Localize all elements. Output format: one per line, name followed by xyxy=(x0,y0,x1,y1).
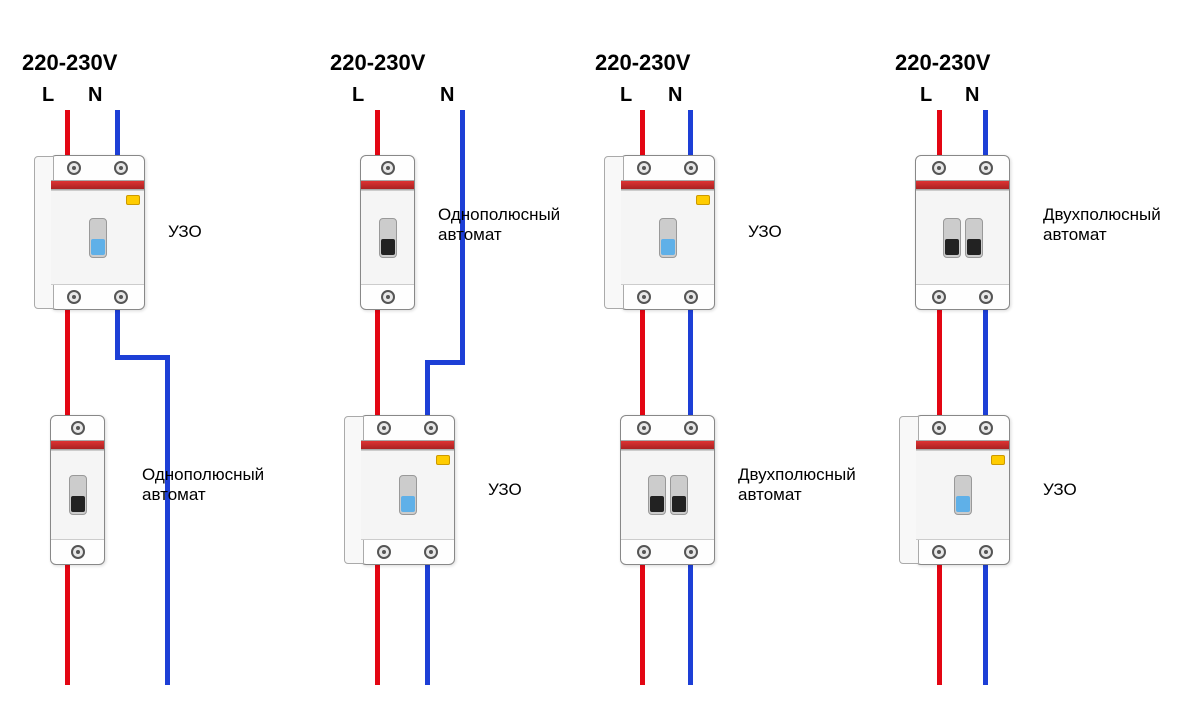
device-label: Однополюсныйавтомат xyxy=(142,465,264,506)
toggle-switch xyxy=(91,239,105,255)
toggle-switch xyxy=(945,239,959,255)
neutral-wire xyxy=(983,310,988,415)
toggle-switch xyxy=(401,496,415,512)
toggle-switch xyxy=(71,496,85,512)
line-wire xyxy=(640,310,645,415)
line-label: L xyxy=(42,84,54,107)
neutral-wire xyxy=(688,110,693,155)
voltage-label: 220-230V xyxy=(330,50,425,76)
line-wire xyxy=(65,565,70,685)
device-label: УЗО xyxy=(1043,480,1077,500)
device-label: УЗО xyxy=(488,480,522,500)
wiring-column-3: 220-230V L N Двухполюсныйавтомат УЗО xyxy=(885,50,1175,690)
mcb1-device xyxy=(360,155,415,310)
terminal xyxy=(932,545,946,559)
toggle-switch xyxy=(672,496,686,512)
terminal xyxy=(67,290,81,304)
toggle-switch xyxy=(956,496,970,512)
terminal xyxy=(637,290,651,304)
terminal xyxy=(979,545,993,559)
terminal xyxy=(424,421,438,435)
terminal xyxy=(381,161,395,175)
neutral-wire xyxy=(115,110,120,155)
toggle-switch xyxy=(650,496,664,512)
mcb2-device xyxy=(620,415,715,565)
line-wire xyxy=(640,565,645,685)
wiring-column-2: 220-230V L N УЗО Двухполюсныйавтомат xyxy=(590,50,880,690)
device-label: УЗО xyxy=(748,222,782,242)
neutral-wire xyxy=(688,565,693,685)
terminal xyxy=(684,545,698,559)
wiring-column-0: 220-230V L N УЗО Однополюсныйавтомат xyxy=(20,50,310,690)
terminal xyxy=(114,161,128,175)
toggle-switch xyxy=(381,239,395,255)
neutral-wire xyxy=(425,565,430,685)
rcd-device xyxy=(50,155,145,310)
test-button xyxy=(696,195,710,205)
line-wire xyxy=(375,110,380,155)
voltage-label: 220-230V xyxy=(22,50,117,76)
line-label: L xyxy=(352,84,364,107)
neutral-label: N xyxy=(965,84,979,107)
neutral-label: N xyxy=(668,84,682,107)
line-label: L xyxy=(920,84,932,107)
terminal xyxy=(114,290,128,304)
terminal xyxy=(979,161,993,175)
line-wire xyxy=(937,310,942,415)
test-button xyxy=(436,455,450,465)
voltage-label: 220-230V xyxy=(595,50,690,76)
neutral-wire xyxy=(165,355,170,685)
neutral-wire xyxy=(115,355,170,360)
terminal xyxy=(637,421,651,435)
terminal xyxy=(979,421,993,435)
neutral-wire xyxy=(983,110,988,155)
toggle-switch xyxy=(661,239,675,255)
line-wire xyxy=(937,110,942,155)
rcd-device xyxy=(360,415,455,565)
line-wire xyxy=(937,565,942,685)
mcb2-device xyxy=(915,155,1010,310)
line-wire xyxy=(65,110,70,155)
test-button xyxy=(126,195,140,205)
terminal xyxy=(684,290,698,304)
mcb1-device xyxy=(50,415,105,565)
terminal xyxy=(71,421,85,435)
terminal xyxy=(637,545,651,559)
line-label: L xyxy=(620,84,632,107)
neutral-wire xyxy=(425,360,430,415)
line-wire xyxy=(375,565,380,685)
terminal xyxy=(424,545,438,559)
neutral-wire xyxy=(688,310,693,415)
line-wire xyxy=(375,310,380,415)
neutral-wire xyxy=(115,310,120,355)
test-button xyxy=(991,455,1005,465)
device-label: Двухполюсныйавтомат xyxy=(1043,205,1161,246)
terminal xyxy=(381,290,395,304)
terminal xyxy=(377,545,391,559)
neutral-label: N xyxy=(440,84,454,107)
rcd-device xyxy=(620,155,715,310)
terminal xyxy=(71,545,85,559)
terminal xyxy=(684,421,698,435)
device-label: УЗО xyxy=(168,222,202,242)
line-wire xyxy=(65,310,70,415)
terminal xyxy=(932,421,946,435)
terminal xyxy=(979,290,993,304)
rcd-device xyxy=(915,415,1010,565)
device-label: Двухполюсныйавтомат xyxy=(738,465,856,506)
terminal xyxy=(684,161,698,175)
neutral-wire xyxy=(425,360,465,365)
terminal xyxy=(377,421,391,435)
voltage-label: 220-230V xyxy=(895,50,990,76)
terminal xyxy=(637,161,651,175)
terminal xyxy=(932,290,946,304)
neutral-label: N xyxy=(88,84,102,107)
wiring-column-1: 220-230V L N Однополюсныйавтомат УЗО xyxy=(330,50,620,690)
neutral-wire xyxy=(983,565,988,685)
device-label: Однополюсныйавтомат xyxy=(438,205,560,246)
terminal xyxy=(932,161,946,175)
line-wire xyxy=(640,110,645,155)
toggle-switch xyxy=(967,239,981,255)
terminal xyxy=(67,161,81,175)
